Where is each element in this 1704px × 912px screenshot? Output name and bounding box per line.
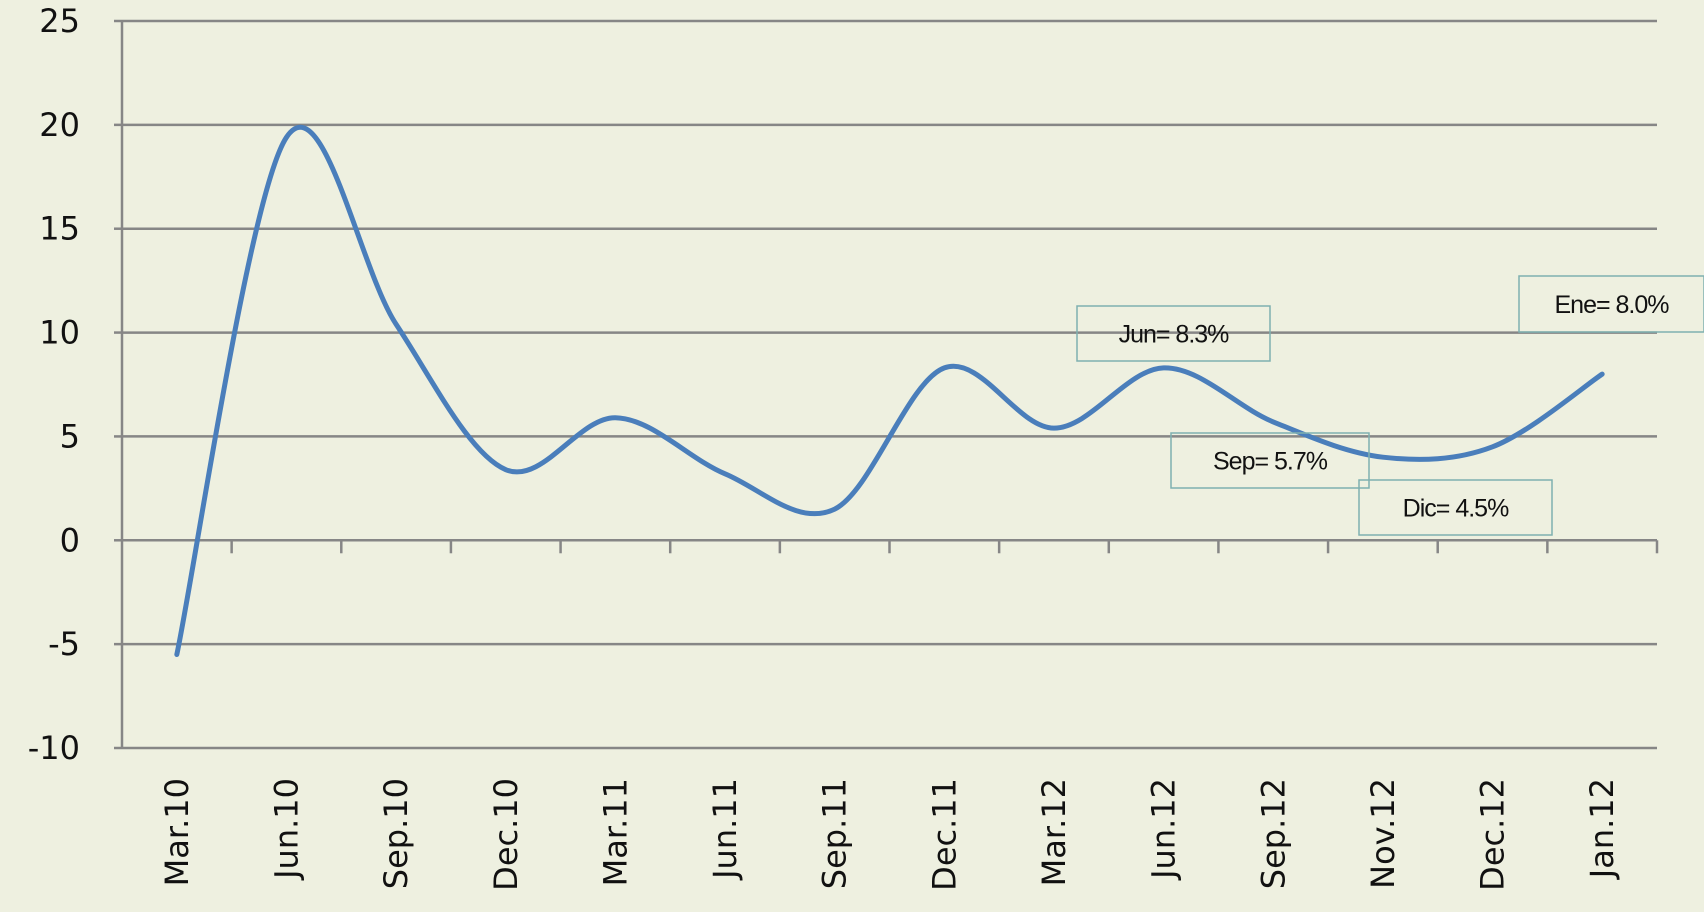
y-tick-label: 25 — [39, 2, 80, 40]
x-tick-label: Mar.11 — [596, 778, 634, 886]
annotation-box — [1170, 432, 1370, 489]
x-tick-label: Sep.12 — [1254, 778, 1292, 889]
x-tick-label: Sep.10 — [377, 778, 415, 889]
x-tick-label: Dec.11 — [925, 778, 963, 891]
y-tick-label: 5 — [60, 417, 80, 455]
annotation: Dic= 4.5% — [1403, 495, 1509, 523]
annotation-box — [1076, 305, 1271, 362]
x-tick-label: Mar.10 — [158, 778, 196, 886]
x-tick-label: Sep.11 — [816, 778, 854, 889]
x-tick-label: Jun.11 — [706, 778, 744, 881]
x-tick-label: Dec.12 — [1474, 778, 1512, 891]
y-tick-label: 20 — [39, 106, 80, 144]
x-tick-label: Dec.10 — [487, 778, 525, 891]
x-tick-label: Nov.12 — [1364, 778, 1402, 889]
x-tick-label: Jun.10 — [267, 778, 305, 881]
y-tick-label: 10 — [39, 314, 80, 352]
y-tick-label: 0 — [60, 521, 80, 559]
annotation: Jun= 8.3% — [1119, 321, 1230, 349]
annotation-box — [1358, 479, 1553, 536]
y-tick-label: -10 — [28, 729, 80, 767]
y-tick-label: -5 — [48, 625, 80, 663]
annotation: Sep= 5.7% — [1213, 448, 1328, 476]
line — [174, 124, 1605, 658]
annotation-box — [1518, 275, 1704, 333]
x-tick-label: Jun.12 — [1145, 778, 1183, 881]
x-tick-label: Mar.12 — [1035, 778, 1073, 886]
y-tick-label: 15 — [39, 210, 80, 248]
x-tick-label: Jan.12 — [1583, 778, 1621, 880]
annotation: Ene= 8.0% — [1554, 291, 1669, 319]
